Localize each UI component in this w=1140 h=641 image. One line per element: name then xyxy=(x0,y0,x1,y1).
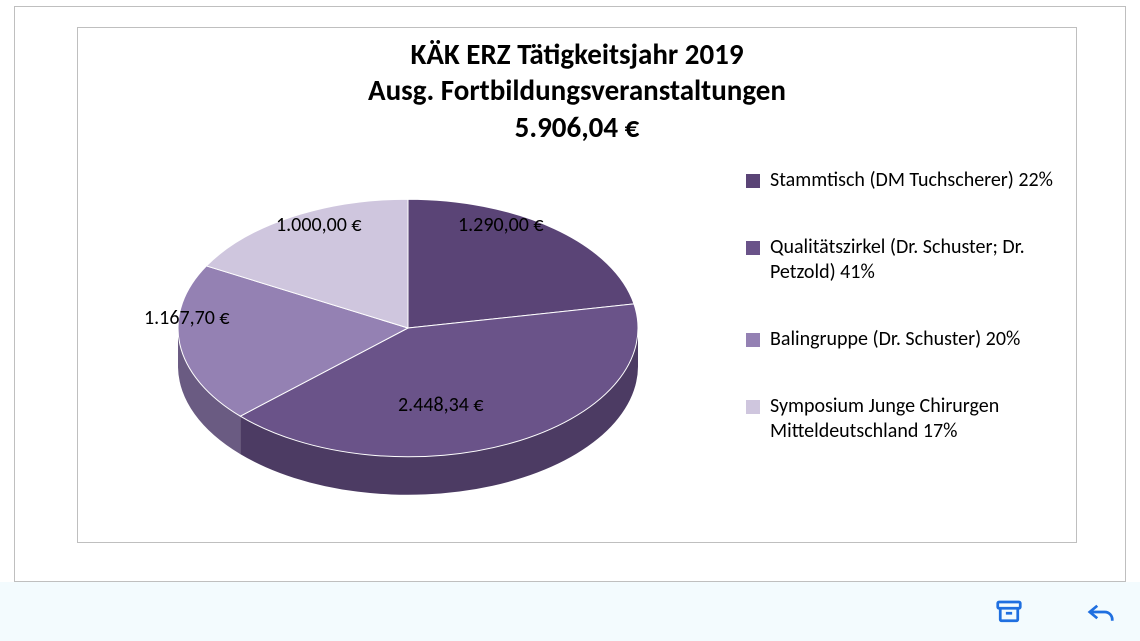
legend-label-2: Balingruppe (Dr. Schuster) 20% xyxy=(770,327,1056,352)
reply-icon xyxy=(1086,597,1116,627)
legend-item: Balingruppe (Dr. Schuster) 20% xyxy=(746,327,1056,352)
chart-legend: Stammtisch (DM Tuchscherer) 22% Qualität… xyxy=(746,168,1056,444)
title-line-2: Ausg. Fortbildungsveranstaltungen xyxy=(78,72,1076,108)
title-line-1: KÄK ERZ Tätigkeitsjahr 2019 xyxy=(78,36,1076,72)
title-line-3: 5.906,04 € xyxy=(78,109,1076,145)
viewer-toolbar xyxy=(0,582,1140,641)
pie-chart-area: 1.290,00 € 2.448,34 € 1.167,70 € 1.000,0… xyxy=(88,178,728,528)
archive-button[interactable] xyxy=(992,595,1026,629)
legend-label-3: Symposium Junge Chirurgen Mitteldeutschl… xyxy=(770,394,1056,444)
legend-label-0: Stammtisch (DM Tuchscherer) 22% xyxy=(770,168,1056,193)
legend-item: Symposium Junge Chirurgen Mitteldeutschl… xyxy=(746,394,1056,444)
legend-swatch-0 xyxy=(746,174,760,188)
legend-swatch-3 xyxy=(746,400,760,414)
reply-button[interactable] xyxy=(1084,595,1118,629)
legend-swatch-2 xyxy=(746,333,760,347)
chart-title: KÄK ERZ Tätigkeitsjahr 2019 Ausg. Fortbi… xyxy=(78,28,1076,145)
page-root: KÄK ERZ Tätigkeitsjahr 2019 Ausg. Fortbi… xyxy=(0,0,1140,641)
archive-icon xyxy=(994,597,1024,627)
pie-3d-wrap xyxy=(158,198,658,508)
slice-label-2: 1.167,70 € xyxy=(144,306,230,330)
slice-label-0: 1.290,00 € xyxy=(458,213,544,237)
slice-label-1: 2.448,34 € xyxy=(398,393,484,417)
legend-item: Qualitätszirkel (Dr. Schuster; Dr. Petzo… xyxy=(746,235,1056,285)
legend-item: Stammtisch (DM Tuchscherer) 22% xyxy=(746,168,1056,193)
chart-panel: KÄK ERZ Tätigkeitsjahr 2019 Ausg. Fortbi… xyxy=(77,27,1077,543)
legend-label-1: Qualitätszirkel (Dr. Schuster; Dr. Petzo… xyxy=(770,235,1056,285)
slide-outer-border: KÄK ERZ Tätigkeitsjahr 2019 Ausg. Fortbi… xyxy=(14,6,1126,582)
legend-swatch-1 xyxy=(746,241,760,255)
slice-label-3: 1.000,00 € xyxy=(276,213,362,237)
toolbar-icon-group xyxy=(992,595,1118,629)
pie-svg xyxy=(158,198,658,518)
